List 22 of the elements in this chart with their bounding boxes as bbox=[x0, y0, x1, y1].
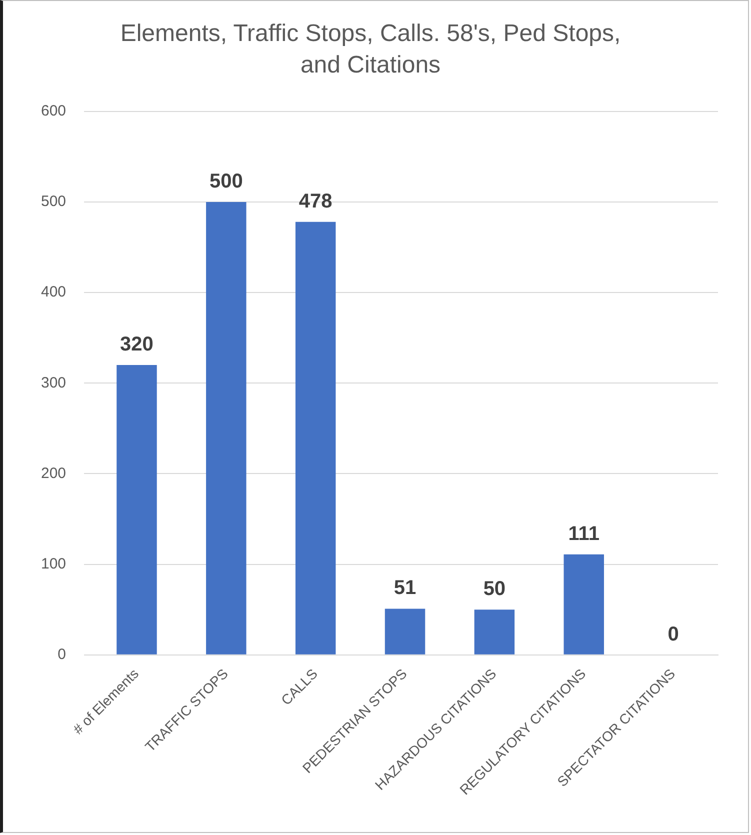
bar bbox=[384, 608, 426, 654]
data-label: 478 bbox=[298, 190, 332, 212]
bar bbox=[295, 222, 336, 654]
y-tick-label: 500 bbox=[40, 193, 66, 210]
data-label: 320 bbox=[120, 334, 154, 356]
data-label: 50 bbox=[483, 578, 506, 600]
y-tick-label: 300 bbox=[40, 374, 66, 392]
bar bbox=[206, 202, 246, 654]
y-tick-label: 0 bbox=[58, 646, 66, 664]
data-label: 500 bbox=[209, 170, 243, 193]
y-tick-label: 200 bbox=[40, 464, 66, 482]
y-tick-label: 100 bbox=[40, 555, 66, 572]
text: Elements, Traffic Stops, Calls. 58's, Ped Stops, bbox=[120, 20, 621, 48]
data-label: 111 bbox=[568, 522, 600, 545]
bar bbox=[564, 554, 604, 654]
bar bbox=[116, 365, 157, 654]
data-label: 51 bbox=[394, 577, 416, 600]
bar bbox=[474, 610, 515, 654]
text: and Citations bbox=[300, 51, 441, 78]
y-tick-label: 400 bbox=[40, 284, 66, 301]
data-label: 0 bbox=[668, 623, 679, 646]
y-tick-label: 600 bbox=[40, 102, 66, 120]
